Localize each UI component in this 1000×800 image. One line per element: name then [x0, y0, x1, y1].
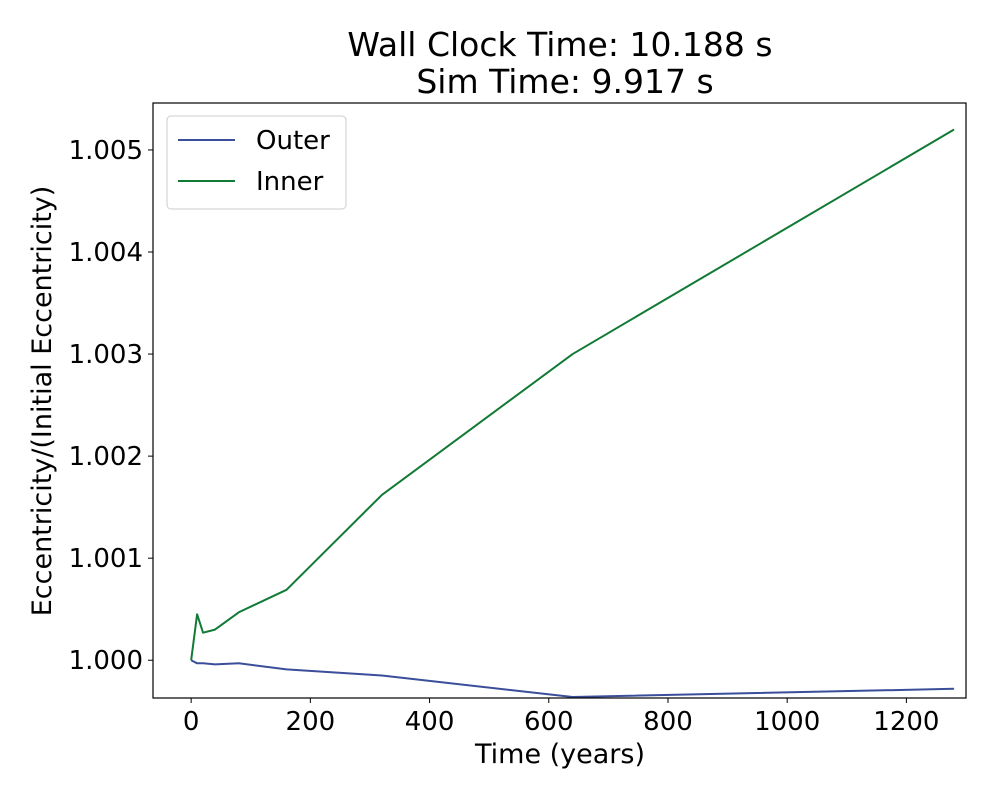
- x-tick-label: 200: [286, 707, 336, 737]
- x-tick-label: 1000: [754, 707, 820, 737]
- legend-label-outer: Outer: [256, 126, 330, 156]
- chart-title-line-2: Sim Time: 9.917 s: [416, 62, 713, 101]
- x-tick-label: 400: [405, 707, 455, 737]
- x-axis-label: Time (years): [474, 739, 645, 770]
- y-tick-label: 1.000: [69, 646, 143, 676]
- y-tick-label: 1.002: [69, 442, 143, 472]
- x-tick-label: 800: [643, 707, 693, 737]
- x-tick-label: 0: [183, 707, 200, 737]
- series-line-outer: [191, 660, 954, 697]
- x-tick-label: 1200: [873, 707, 939, 737]
- y-tick-label: 1.004: [69, 238, 143, 268]
- chart-title-line-1: Wall Clock Time: 10.188 s: [347, 25, 772, 64]
- y-tick-label: 1.001: [69, 544, 143, 574]
- legend-label-inner: Inner: [256, 167, 324, 197]
- legend: Outer Inner: [167, 116, 346, 209]
- y-tick-label: 1.003: [69, 340, 143, 370]
- y-axis-label: Eccentricity/(Initial Eccentricity): [27, 186, 58, 617]
- x-tick-label: 600: [524, 707, 574, 737]
- y-tick-label: 1.005: [69, 136, 143, 166]
